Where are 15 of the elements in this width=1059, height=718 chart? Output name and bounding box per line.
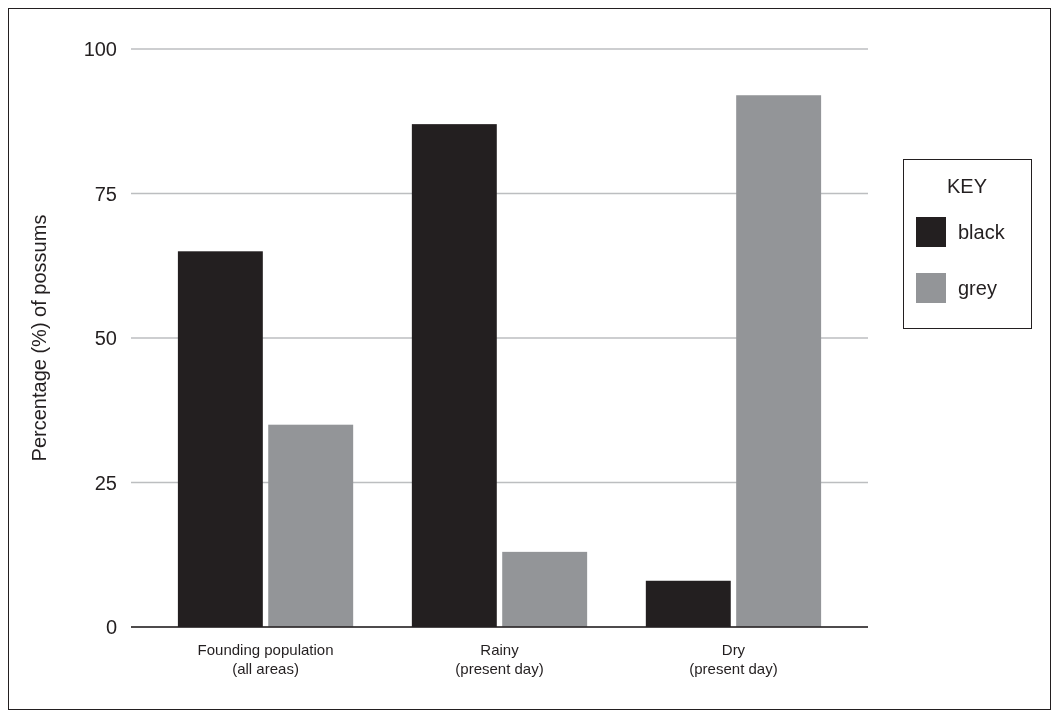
y-tick-label: 0 — [105, 616, 117, 638]
bar — [502, 551, 588, 627]
y-tick-label: 100 — [83, 38, 117, 60]
x-tick-label: Founding population (all areas) — [197, 641, 334, 677]
bar — [268, 424, 354, 627]
y-tick-label: 25 — [94, 471, 117, 494]
bar — [736, 95, 822, 627]
x-tick-label: Dry (present day) — [689, 641, 778, 677]
legend-title: KEY — [946, 175, 988, 197]
y-axis-title: Percentage (%) of possums — [28, 214, 50, 462]
y-tick-label: 75 — [94, 182, 117, 205]
legend-label: grey — [958, 277, 997, 299]
legend-label: black — [958, 221, 1006, 243]
y-tick-label: 50 — [94, 327, 117, 349]
x-tick-label: Rainy (present day) — [455, 641, 544, 677]
